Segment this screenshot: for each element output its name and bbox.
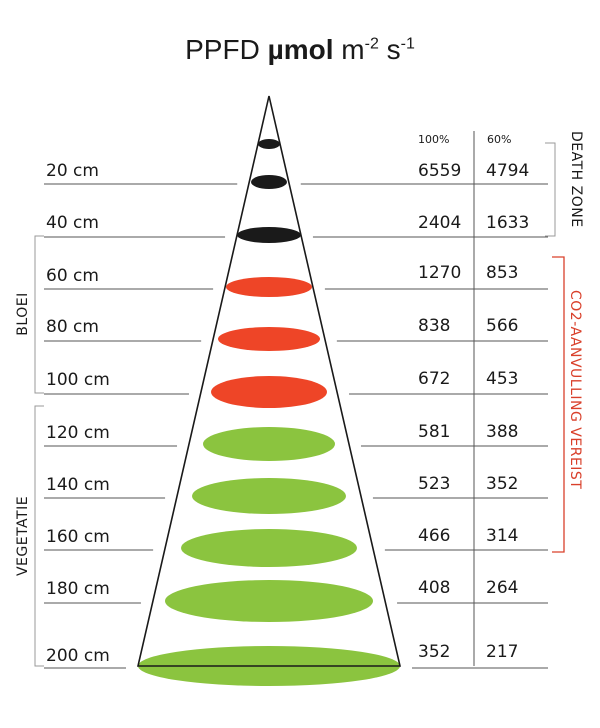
- ppfd-100-value: 2404: [418, 213, 461, 233]
- vegetatie-zone-label: VEGETATIE: [15, 496, 31, 576]
- beam-ellipse: [165, 580, 373, 622]
- distance-label: 140 cm: [46, 475, 110, 495]
- ppfd-60-value: 217: [486, 642, 518, 662]
- co2-zone-label: CO2-AANVULLING VEREIST: [567, 290, 583, 489]
- ppfd-100-value: 672: [418, 369, 450, 389]
- ppfd-rows: 20 cm 6559 4794 40 cm 2404 1633 60 cm 1270 853 80…: [44, 139, 548, 686]
- ppfd-60-value: 1633: [486, 213, 529, 233]
- beam-ellipse: [192, 478, 346, 514]
- beam-ellipse: [226, 277, 312, 297]
- beam-ellipse: [251, 175, 287, 189]
- ppfd-60-value: 4794: [486, 161, 529, 181]
- title-unit: µmol: [267, 34, 334, 65]
- beam-ellipse: [237, 227, 301, 243]
- ppfd-100-value: 581: [418, 422, 450, 442]
- distance-label: 200 cm: [46, 646, 110, 666]
- ppfd-60-value: 566: [486, 316, 518, 336]
- distance-label: 40 cm: [46, 213, 99, 233]
- distance-label: 80 cm: [46, 317, 99, 337]
- title-m: m: [341, 34, 365, 65]
- header-60-percent: 60%: [487, 133, 511, 146]
- beam-ellipse: [203, 427, 335, 461]
- ppfd-100-value: 352: [418, 642, 450, 662]
- ppfd-60-value: 264: [486, 578, 518, 598]
- beam-ellipse: [181, 529, 357, 567]
- ppfd-60-value: 352: [486, 474, 518, 494]
- distance-label: 60 cm: [46, 266, 99, 286]
- ppfd-60-value: 388: [486, 422, 518, 442]
- beam-ellipse: [218, 327, 320, 351]
- distance-label: 180 cm: [46, 579, 110, 599]
- title-m-exp: -2: [364, 35, 379, 53]
- ppfd-100-value: 6559: [418, 161, 461, 181]
- ppfd-100-value: 1270: [418, 263, 461, 283]
- bloei-bracket: [34, 235, 44, 394]
- ppfd-60-value: 314: [486, 526, 518, 546]
- header-100-percent: 100%: [418, 133, 449, 146]
- beam-ellipse-top: [258, 139, 280, 149]
- bloei-zone-label: BLOEI: [15, 292, 31, 335]
- vegetatie-bracket: [34, 405, 44, 667]
- ppfd-60-value: 853: [486, 263, 518, 283]
- title-s: s: [386, 34, 401, 65]
- distance-label: 120 cm: [46, 423, 110, 443]
- ppfd-60-value: 453: [486, 369, 518, 389]
- light-cone: [136, 95, 402, 667]
- distance-label: 20 cm: [46, 161, 99, 181]
- diagram-title: PPFD µmol m-2 s-1: [0, 34, 600, 66]
- title-prefix: PPFD: [185, 34, 260, 65]
- ppfd-100-value: 523: [418, 474, 450, 494]
- death-zone-bracket: [545, 142, 556, 237]
- co2-bracket: [552, 256, 565, 553]
- beam-ellipse: [211, 376, 327, 408]
- ppfd-100-value: 838: [418, 316, 450, 336]
- title-s-exp: -1: [400, 35, 415, 53]
- death-zone-label: DEATH ZONE: [568, 131, 584, 228]
- distance-label: 160 cm: [46, 527, 110, 547]
- distance-label: 100 cm: [46, 370, 110, 390]
- ppfd-100-value: 466: [418, 526, 450, 546]
- ppfd-100-value: 408: [418, 578, 450, 598]
